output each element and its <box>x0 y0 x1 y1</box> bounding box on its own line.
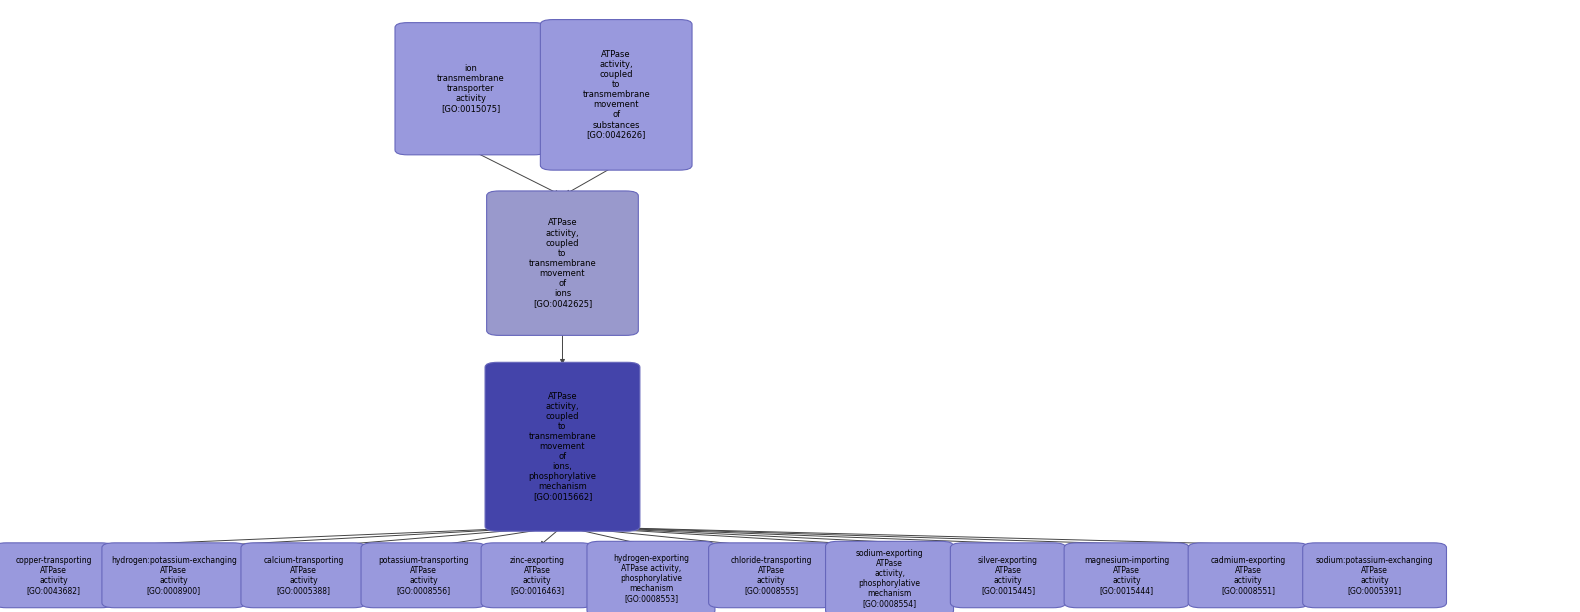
FancyBboxPatch shape <box>240 543 365 608</box>
Text: ion
transmembrane
transporter
activity
[GO:0015075]: ion transmembrane transporter activity [… <box>438 64 504 113</box>
FancyBboxPatch shape <box>825 542 953 612</box>
Text: cadmium-exporting
ATPase
activity
[GO:0008551]: cadmium-exporting ATPase activity [GO:00… <box>1210 556 1286 595</box>
FancyBboxPatch shape <box>101 543 246 608</box>
Text: chloride-transporting
ATPase
activity
[GO:0008555]: chloride-transporting ATPase activity [G… <box>730 556 812 595</box>
Text: sodium:potassium-exchanging
ATPase
activity
[GO:0005391]: sodium:potassium-exchanging ATPase activ… <box>1316 556 1433 595</box>
FancyBboxPatch shape <box>1065 543 1188 608</box>
Text: calcium-transporting
ATPase
activity
[GO:0005388]: calcium-transporting ATPase activity [GO… <box>264 556 343 595</box>
Text: ATPase
activity,
coupled
to
transmembrane
movement
of
ions,
phosphorylative
mech: ATPase activity, coupled to transmembran… <box>528 392 597 501</box>
FancyBboxPatch shape <box>395 23 547 155</box>
Text: sodium-exporting
ATPase
activity,
phosphorylative
mechanism
[GO:0008554]: sodium-exporting ATPase activity, phosph… <box>856 549 923 608</box>
Text: copper-transporting
ATPase
activity
[GO:0043682]: copper-transporting ATPase activity [GO:… <box>16 556 92 595</box>
Text: potassium-transporting
ATPase
activity
[GO:0008556]: potassium-transporting ATPase activity [… <box>378 556 469 595</box>
Text: hydrogen-exporting
ATPase activity,
phosphorylative
mechanism
[GO:0008553]: hydrogen-exporting ATPase activity, phos… <box>613 554 689 603</box>
FancyBboxPatch shape <box>586 542 714 612</box>
FancyBboxPatch shape <box>487 191 638 335</box>
FancyBboxPatch shape <box>485 362 640 531</box>
FancyBboxPatch shape <box>951 543 1066 608</box>
Text: ATPase
activity,
coupled
to
transmembrane
movement
of
ions
[GO:0042625]: ATPase activity, coupled to transmembran… <box>529 218 596 308</box>
FancyBboxPatch shape <box>1188 543 1308 608</box>
FancyBboxPatch shape <box>540 20 692 170</box>
Text: ATPase
activity,
coupled
to
transmembrane
movement
of
substances
[GO:0042626]: ATPase activity, coupled to transmembran… <box>583 50 649 140</box>
Text: magnesium-importing
ATPase
activity
[GO:0015444]: magnesium-importing ATPase activity [GO:… <box>1084 556 1169 595</box>
FancyBboxPatch shape <box>0 543 114 608</box>
FancyBboxPatch shape <box>480 543 594 608</box>
Text: zinc-exporting
ATPase
activity
[GO:0016463]: zinc-exporting ATPase activity [GO:00164… <box>510 556 564 595</box>
Text: silver-exporting
ATPase
activity
[GO:0015445]: silver-exporting ATPase activity [GO:001… <box>978 556 1038 595</box>
FancyBboxPatch shape <box>708 543 834 608</box>
FancyBboxPatch shape <box>1302 543 1447 608</box>
Text: hydrogen:potassium-exchanging
ATPase
activity
[GO:0008900]: hydrogen:potassium-exchanging ATPase act… <box>111 556 237 595</box>
FancyBboxPatch shape <box>362 543 487 608</box>
